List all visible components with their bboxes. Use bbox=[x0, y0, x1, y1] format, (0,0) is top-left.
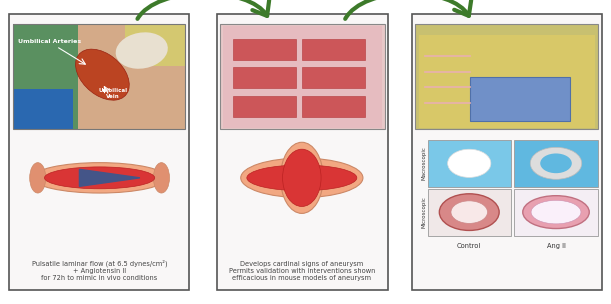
Ellipse shape bbox=[247, 165, 357, 191]
FancyArrowPatch shape bbox=[345, 0, 471, 19]
Bar bbox=[220, 24, 385, 129]
Ellipse shape bbox=[32, 163, 167, 193]
Ellipse shape bbox=[439, 194, 499, 230]
Bar bbox=[13, 24, 78, 129]
Text: Umbilical Arteries: Umbilical Arteries bbox=[18, 39, 81, 44]
Ellipse shape bbox=[45, 167, 155, 189]
Bar bbox=[514, 140, 598, 187]
Text: Umbilical
Vein: Umbilical Vein bbox=[98, 88, 127, 99]
Ellipse shape bbox=[153, 163, 169, 193]
Bar bbox=[302, 96, 365, 117]
Ellipse shape bbox=[530, 147, 582, 179]
Bar bbox=[223, 26, 382, 128]
Ellipse shape bbox=[448, 149, 491, 178]
Bar bbox=[470, 77, 570, 121]
Ellipse shape bbox=[282, 149, 321, 206]
Bar bbox=[220, 24, 385, 129]
Bar bbox=[233, 96, 296, 117]
Text: Control: Control bbox=[457, 243, 481, 249]
FancyBboxPatch shape bbox=[412, 14, 602, 290]
Bar bbox=[13, 24, 185, 129]
Bar bbox=[415, 24, 598, 129]
Bar bbox=[13, 24, 185, 129]
FancyBboxPatch shape bbox=[9, 14, 189, 290]
Bar bbox=[514, 188, 598, 236]
Text: Develops cardinal signs of aneurysm
Permits validation with interventions shown
: Develops cardinal signs of aneurysm Perm… bbox=[229, 261, 375, 281]
Ellipse shape bbox=[76, 49, 130, 100]
Bar bbox=[415, 24, 598, 129]
Ellipse shape bbox=[115, 32, 168, 69]
Text: Ang II: Ang II bbox=[547, 243, 565, 249]
Ellipse shape bbox=[540, 154, 572, 173]
Ellipse shape bbox=[280, 142, 323, 213]
Bar bbox=[78, 24, 185, 129]
Polygon shape bbox=[79, 169, 140, 186]
Ellipse shape bbox=[523, 196, 589, 229]
Bar bbox=[428, 140, 511, 187]
Ellipse shape bbox=[30, 163, 46, 193]
Ellipse shape bbox=[241, 158, 363, 198]
FancyBboxPatch shape bbox=[217, 14, 388, 290]
Bar bbox=[419, 35, 595, 128]
Text: Pulsatile laminar flow (at 6.5 dynes/cm²)
+ Angiotensin II
for 72h to mimic in v: Pulsatile laminar flow (at 6.5 dynes/cm²… bbox=[32, 260, 167, 281]
Bar bbox=[428, 188, 511, 236]
Bar bbox=[125, 24, 185, 66]
Text: Microscopic: Microscopic bbox=[422, 196, 426, 228]
Bar bbox=[302, 67, 365, 88]
FancyArrowPatch shape bbox=[137, 0, 269, 19]
Bar bbox=[13, 89, 73, 129]
Ellipse shape bbox=[531, 200, 581, 224]
Bar bbox=[233, 39, 296, 60]
Text: Macroscopic: Macroscopic bbox=[422, 147, 426, 180]
Ellipse shape bbox=[451, 201, 488, 223]
Bar bbox=[233, 67, 296, 88]
Bar bbox=[302, 39, 365, 60]
